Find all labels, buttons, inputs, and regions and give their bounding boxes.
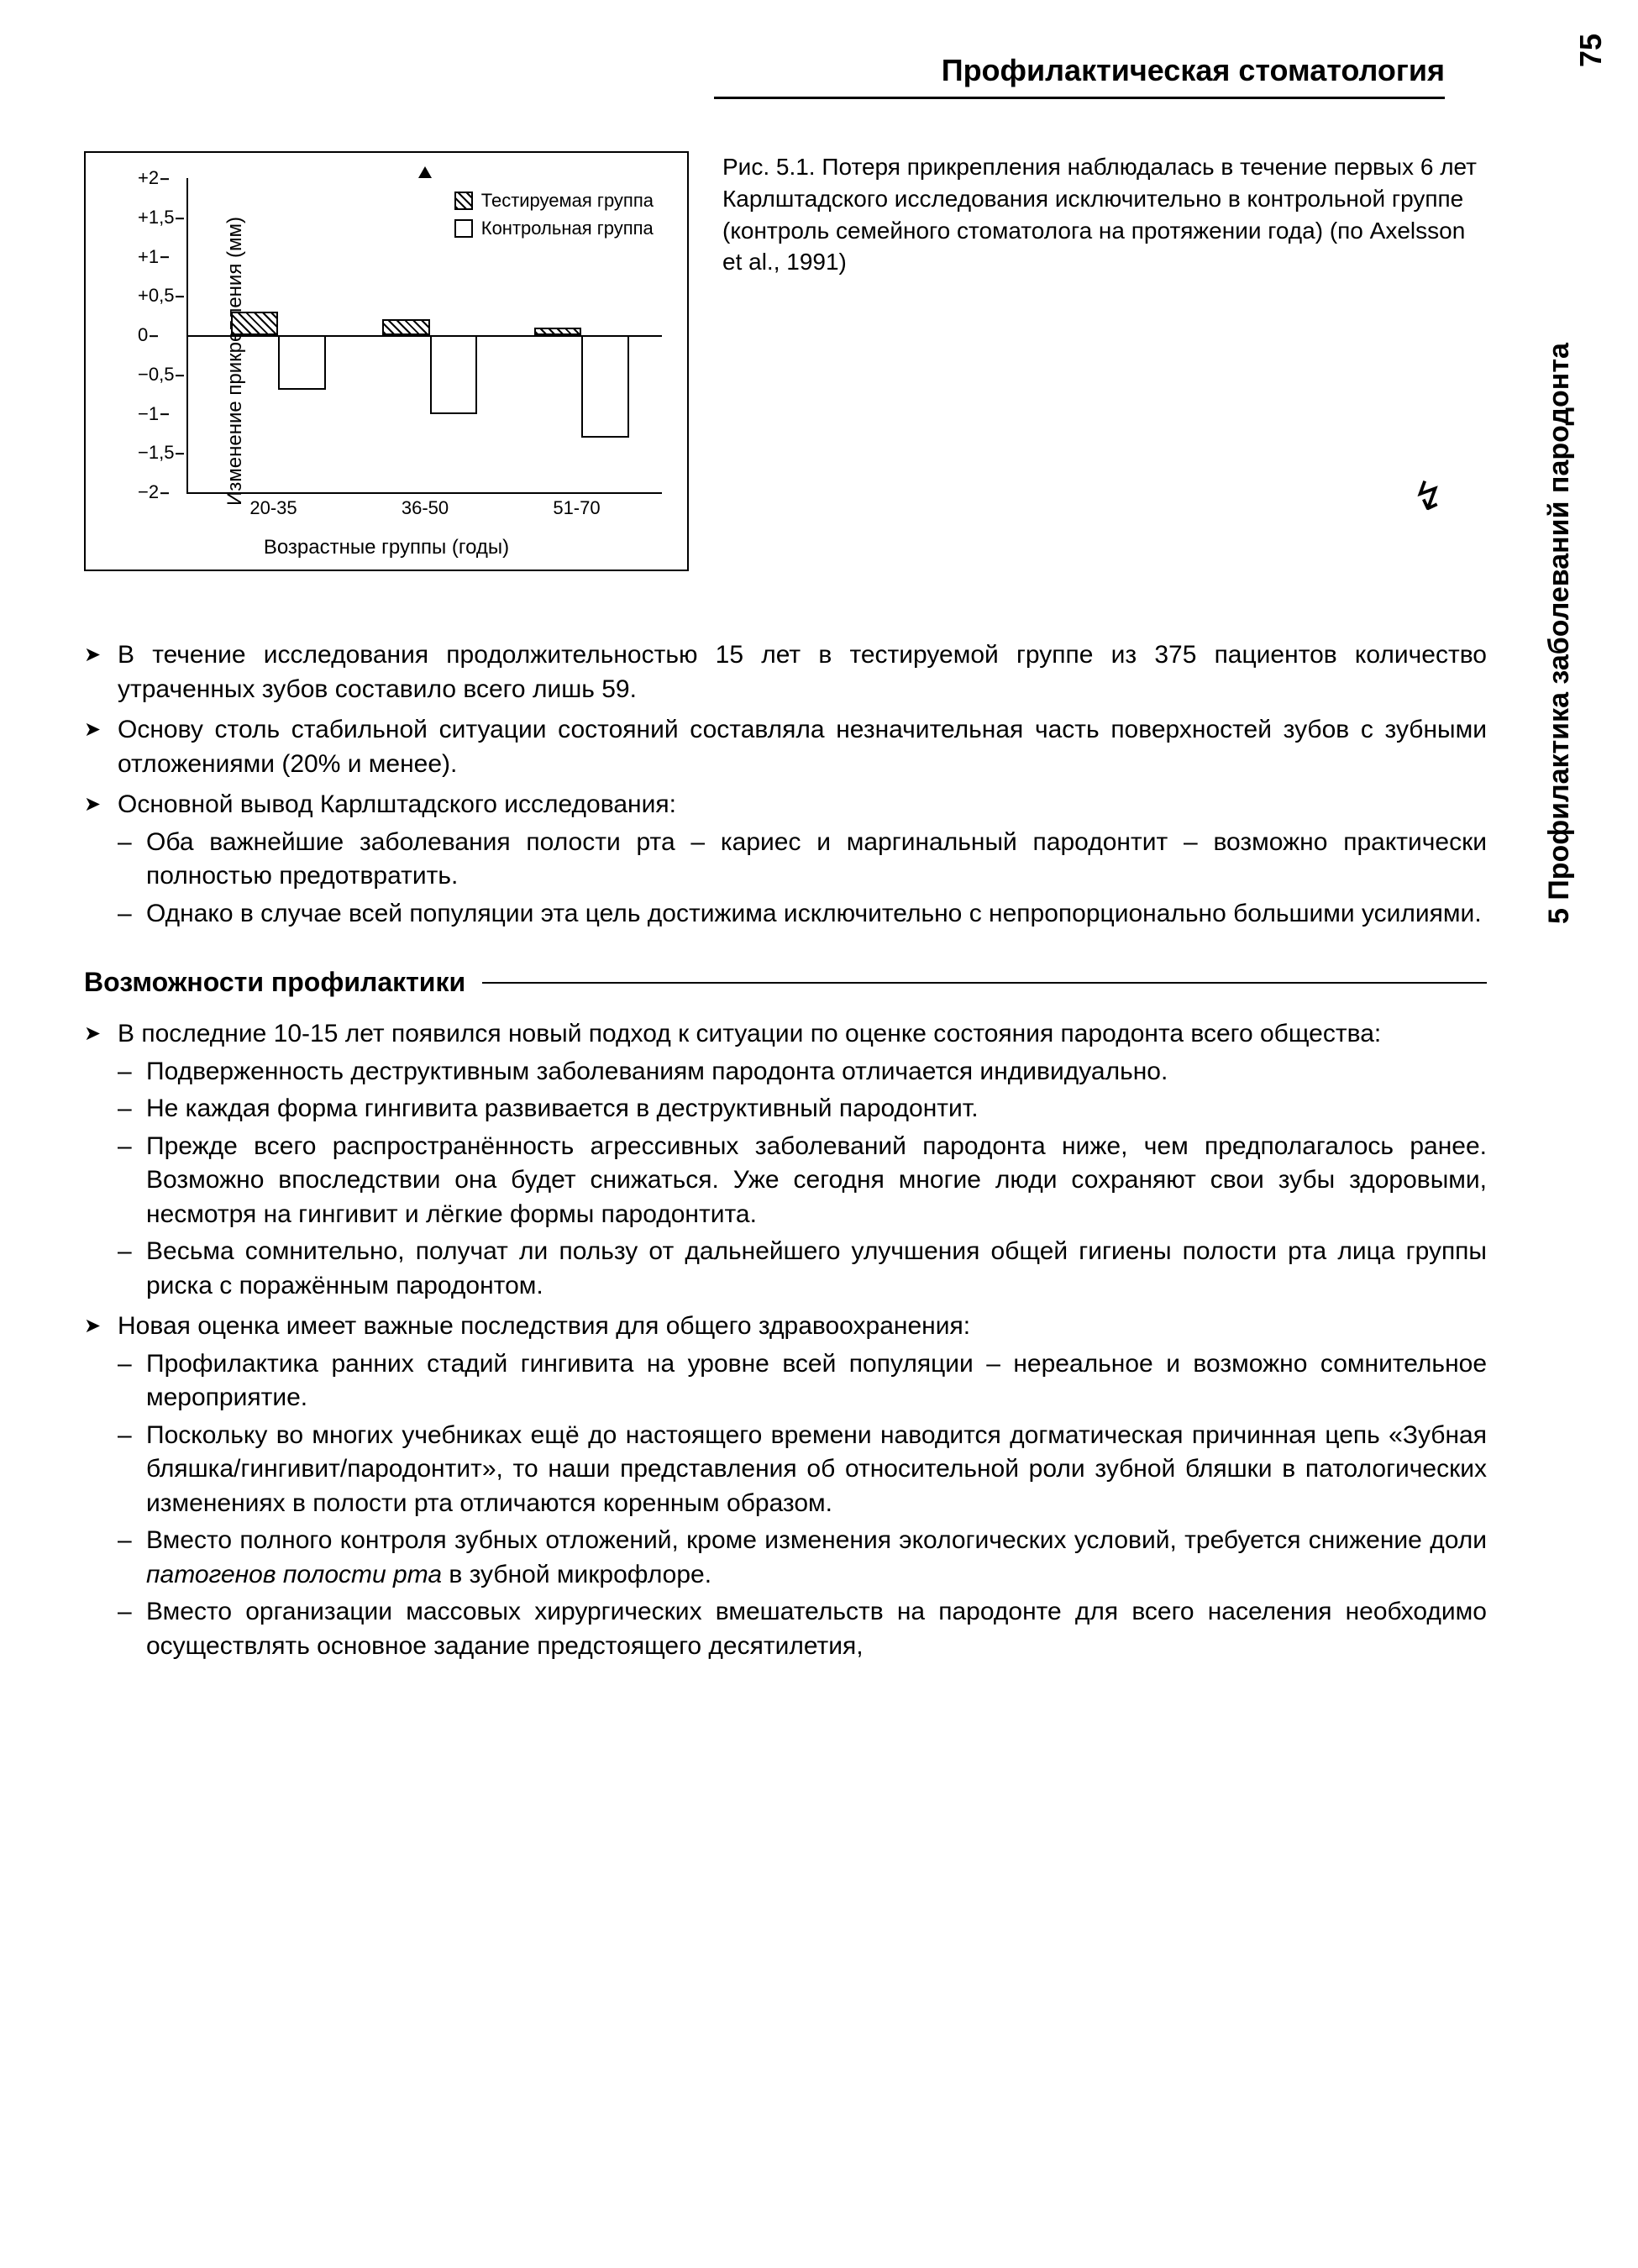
bar-control bbox=[278, 335, 325, 390]
y-tick: +1 bbox=[138, 244, 159, 270]
list-item: Подверженность деструктивным заболевания… bbox=[118, 1055, 1487, 1089]
list-item: В течение исследования продолжительность… bbox=[84, 638, 1487, 706]
bar-test bbox=[382, 319, 429, 335]
plot-area: +2 +1,5 +1 +0,5 0 −0,5 −1 −1,5 −2 20-35 … bbox=[186, 178, 662, 494]
y-tick: −2 bbox=[138, 480, 159, 505]
x-axis-label: Возрастные группы (годы) bbox=[86, 534, 687, 561]
list-item-text: Основной вывод Карлштадского исследовани… bbox=[118, 790, 676, 818]
list-item: В последние 10-15 лет появился новый под… bbox=[84, 1017, 1487, 1303]
section-heading-text: Возможности профилактики bbox=[84, 964, 465, 1000]
bar-control bbox=[430, 335, 477, 414]
list-item: Новая оценка имеет важные последствия дл… bbox=[84, 1310, 1487, 1663]
bar-control bbox=[581, 335, 628, 438]
list-item-text: В последние 10-15 лет появился новый под… bbox=[118, 1020, 1381, 1047]
legend-swatch-icon bbox=[454, 219, 473, 238]
sub-list: Оба важнейшие заболевания полости рта – … bbox=[118, 826, 1487, 932]
list-item: Прежде всего распространённость агрессив… bbox=[118, 1130, 1487, 1232]
heading-rule bbox=[482, 982, 1487, 984]
section-heading: Возможности профилактики bbox=[84, 964, 1487, 1000]
y-tick: −0,5 bbox=[138, 362, 174, 387]
legend-label: Тестируемая группа bbox=[481, 186, 654, 214]
list-item: Вместо полного контроля зубных отложений… bbox=[118, 1524, 1487, 1592]
legend-swatch-icon bbox=[454, 192, 473, 210]
italic-term: патогенов полости рта bbox=[146, 1561, 442, 1588]
sub-list: Профилактика ранних стадий гингивита на … bbox=[118, 1347, 1487, 1664]
y-tick: 0 bbox=[138, 323, 148, 348]
text-run: Вместо полного контроля зубных отложений… bbox=[146, 1526, 1487, 1554]
attachment-loss-chart: Изменение прикрепления (мм) Возрастные г… bbox=[84, 151, 689, 571]
running-head: Профилактическая стоматология bbox=[714, 50, 1445, 99]
bar-test bbox=[231, 312, 278, 335]
findings-list: В течение исследования продолжительность… bbox=[84, 638, 1487, 931]
list-item: Однако в случае всей популяции эта цель … bbox=[118, 897, 1487, 932]
y-tick: +1,5 bbox=[138, 205, 174, 230]
axis-arrow-icon bbox=[418, 166, 432, 178]
list-item: Основу столь стабильной ситуации состоян… bbox=[84, 713, 1487, 781]
y-tick: +0,5 bbox=[138, 283, 174, 308]
text-run: в зубной микрофлоре. bbox=[442, 1561, 711, 1588]
page-number: 75 bbox=[1571, 34, 1612, 67]
list-item-text: Новая оценка имеет важные последствия дл… bbox=[118, 1312, 970, 1340]
x-tick: 36-50 bbox=[402, 496, 449, 521]
y-tick: −1,5 bbox=[138, 440, 174, 465]
y-tick: +2 bbox=[138, 165, 159, 191]
chart-legend: Тестируемая группа Контрольная группа bbox=[454, 186, 654, 242]
list-item: Оба важнейшие заболевания полости рта – … bbox=[118, 826, 1487, 894]
list-item: Поскольку во многих учебниках ещё до нас… bbox=[118, 1419, 1487, 1521]
sub-list: Подверженность деструктивным заболевания… bbox=[118, 1055, 1487, 1304]
figure-caption: Рис. 5.1. Потеря прикрепления наблюдалас… bbox=[722, 151, 1487, 278]
legend-row: Контрольная группа bbox=[454, 214, 654, 242]
list-item: Профилактика ранних стадий гингивита на … bbox=[118, 1347, 1487, 1415]
prophylaxis-list: В последние 10-15 лет появился новый под… bbox=[84, 1017, 1487, 1663]
x-tick: 20-35 bbox=[249, 496, 297, 521]
y-tick: −1 bbox=[138, 402, 159, 427]
legend-label: Контрольная группа bbox=[481, 214, 654, 242]
figure-row: Изменение прикрепления (мм) Возрастные г… bbox=[84, 151, 1487, 571]
bar-test bbox=[534, 328, 581, 335]
list-item: Весьма сомнительно, получат ли пользу от… bbox=[118, 1235, 1487, 1303]
x-tick: 51-70 bbox=[553, 496, 600, 521]
list-item: Вместо организации массовых хирургически… bbox=[118, 1595, 1487, 1663]
legend-row: Тестируемая группа bbox=[454, 186, 654, 214]
list-item: Основной вывод Карлштадского исследовани… bbox=[84, 788, 1487, 931]
side-chapter-label: 5 Профилактика заболеваний пародонта bbox=[1541, 168, 1579, 924]
list-item: Не каждая форма гингивита развивается в … bbox=[118, 1092, 1487, 1126]
